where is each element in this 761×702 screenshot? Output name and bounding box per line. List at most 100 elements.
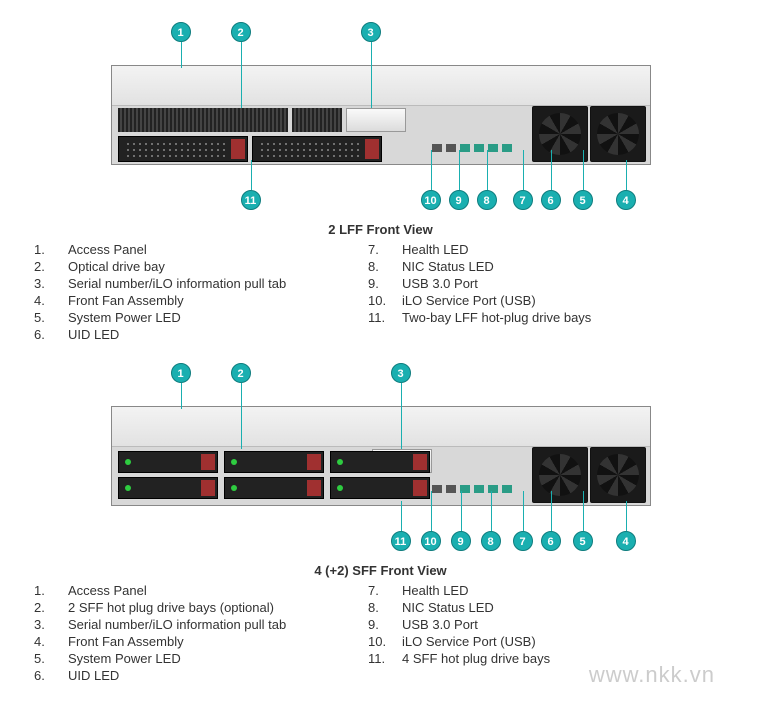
legend-label: USB 3.0 Port bbox=[398, 616, 731, 633]
callout-badge: 8 bbox=[477, 190, 497, 210]
legend-num: 8. bbox=[364, 258, 398, 275]
callout-badge: 4 bbox=[616, 531, 636, 551]
vent-icon bbox=[292, 108, 342, 132]
legend-num: 3. bbox=[30, 616, 64, 633]
leader-line bbox=[431, 150, 432, 190]
legend-num: 3. bbox=[30, 275, 64, 292]
legend-label: Health LED bbox=[398, 582, 731, 599]
legend-label: Front Fan Assembly bbox=[64, 633, 364, 650]
leader-line bbox=[401, 383, 402, 449]
leader-line bbox=[491, 491, 492, 531]
caption: 2 LFF Front View bbox=[30, 222, 731, 237]
drive-bay bbox=[330, 477, 430, 499]
fan-icon bbox=[590, 106, 646, 162]
leader-line bbox=[626, 501, 627, 531]
drive-bay bbox=[118, 136, 248, 162]
legend-num: 1. bbox=[30, 241, 64, 258]
legend-num: 6. bbox=[30, 667, 64, 684]
callout-badge: 3 bbox=[391, 363, 411, 383]
pull-tab bbox=[346, 108, 406, 132]
drive-bay bbox=[118, 477, 218, 499]
fan-icon bbox=[590, 447, 646, 503]
leader-line bbox=[551, 150, 552, 190]
leader-line bbox=[583, 150, 584, 190]
access-panel bbox=[112, 66, 650, 106]
legend-num: 9. bbox=[364, 616, 398, 633]
callout-badge: 10 bbox=[421, 190, 441, 210]
legend-label: USB 3.0 Port bbox=[398, 275, 731, 292]
legend-table: 1. Access Panel 7. Health LED 2. Optical… bbox=[30, 241, 731, 343]
section-sff: 1 2 3 11 10 9 8 7 6 5 4 4 (+2) SFF Front… bbox=[30, 351, 731, 684]
callout-badge: 8 bbox=[481, 531, 501, 551]
legend-num: 7. bbox=[364, 241, 398, 258]
legend-num: 6. bbox=[30, 326, 64, 343]
legend-label: Front Fan Assembly bbox=[64, 292, 364, 309]
legend-num: 10. bbox=[364, 292, 398, 309]
leader-line bbox=[461, 491, 462, 531]
leader-line bbox=[459, 150, 460, 190]
leader-line bbox=[401, 501, 402, 531]
leader-line bbox=[487, 150, 488, 190]
leader-line bbox=[551, 491, 552, 531]
callout-badge: 10 bbox=[421, 531, 441, 551]
leader-line bbox=[251, 160, 252, 190]
legend-num: 2. bbox=[30, 258, 64, 275]
drive-bay bbox=[224, 451, 324, 473]
callout-badge: 2 bbox=[231, 363, 251, 383]
legend-num: 11. bbox=[364, 309, 398, 326]
drive-bay bbox=[252, 136, 382, 162]
legend-num: 11. bbox=[364, 650, 398, 667]
legend-label: Access Panel bbox=[64, 582, 364, 599]
leader-line bbox=[431, 491, 432, 531]
legend-label: 2 SFF hot plug drive bays (optional) bbox=[64, 599, 364, 616]
legend-num: 5. bbox=[30, 650, 64, 667]
leader-line bbox=[241, 383, 242, 449]
legend-label: System Power LED bbox=[64, 309, 364, 326]
callout-badge: 7 bbox=[513, 531, 533, 551]
leader-line bbox=[523, 491, 524, 531]
legend-num: 8. bbox=[364, 599, 398, 616]
legend-label: iLO Service Port (USB) bbox=[398, 292, 731, 309]
legend-label: UID LED bbox=[64, 667, 364, 684]
legend-table: 1. Access Panel 7. Health LED 2. 2 SFF h… bbox=[30, 582, 731, 684]
legend-label: Two-bay LFF hot-plug drive bays bbox=[398, 309, 731, 326]
legend-label: Serial number/iLO information pull tab bbox=[64, 616, 364, 633]
caption: 4 (+2) SFF Front View bbox=[30, 563, 731, 578]
legend-num: 4. bbox=[30, 633, 64, 650]
leader-line bbox=[583, 491, 584, 531]
callout-badge: 2 bbox=[231, 22, 251, 42]
legend-label: Serial number/iLO information pull tab bbox=[64, 275, 364, 292]
server-chassis bbox=[111, 406, 651, 506]
legend-num: 9. bbox=[364, 275, 398, 292]
callout-badge: 6 bbox=[541, 531, 561, 551]
legend-num: 4. bbox=[30, 292, 64, 309]
legend-label: Access Panel bbox=[64, 241, 364, 258]
callout-badge: 9 bbox=[449, 190, 469, 210]
callout-badge: 9 bbox=[451, 531, 471, 551]
legend-label: System Power LED bbox=[64, 650, 364, 667]
fan-icon bbox=[532, 106, 588, 162]
leader-line bbox=[181, 383, 182, 409]
legend-num: 7. bbox=[364, 582, 398, 599]
callout-badge: 3 bbox=[361, 22, 381, 42]
legend-num: 10. bbox=[364, 633, 398, 650]
callout-badge: 5 bbox=[573, 531, 593, 551]
legend-label: NIC Status LED bbox=[398, 258, 731, 275]
leader-line bbox=[181, 42, 182, 68]
drive-bay bbox=[224, 477, 324, 499]
diagram-sff: 1 2 3 11 10 9 8 7 6 5 4 bbox=[61, 351, 701, 561]
callout-badge: 5 bbox=[573, 190, 593, 210]
leader-line bbox=[371, 42, 372, 108]
leader-line bbox=[523, 150, 524, 190]
drive-bay bbox=[118, 451, 218, 473]
legend-num: 2. bbox=[30, 599, 64, 616]
leader-line bbox=[241, 42, 242, 108]
legend-label: NIC Status LED bbox=[398, 599, 731, 616]
legend-label: iLO Service Port (USB) bbox=[398, 633, 731, 650]
drive-bay bbox=[330, 451, 430, 473]
section-lff: 1 2 3 11 10 9 8 7 6 5 4 2 LFF Front View… bbox=[30, 10, 731, 343]
callout-badge: 1 bbox=[171, 22, 191, 42]
fan-icon bbox=[532, 447, 588, 503]
legend-label: UID LED bbox=[64, 326, 364, 343]
access-panel bbox=[112, 407, 650, 447]
